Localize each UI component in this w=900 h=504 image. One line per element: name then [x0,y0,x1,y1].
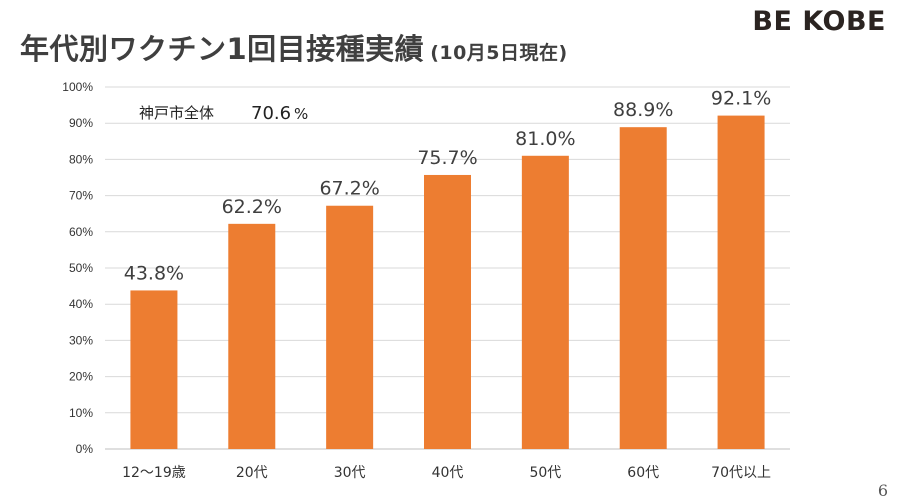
page-number: 6 [877,481,888,500]
y-tick-label: 60% [69,225,93,239]
title-main: 年代別ワクチン1回目接種実績 [20,32,425,66]
data-label: 43.8% [124,262,184,284]
y-tick-label: 10% [69,406,93,420]
data-label: 62.2% [222,196,282,218]
data-label: 88.9% [613,99,673,121]
y-tick-label: 70% [69,189,93,203]
be-kobe-logo: BE KOBE [752,6,886,37]
y-tick-label: 0% [76,442,94,456]
bar [717,115,765,450]
bar [424,174,471,449]
y-tick-label: 50% [69,261,93,275]
bar [326,205,374,449]
y-tick-label: 20% [69,370,93,384]
category-label: 60代 [627,465,659,481]
data-label: 92.1% [711,88,771,110]
y-tick-label: 30% [69,333,93,347]
bar [130,290,178,449]
bar [521,155,569,449]
city-total-value: 70.6 [251,103,291,124]
city-total-unit: % [294,105,308,123]
category-label: 40代 [432,465,464,481]
y-tick-label: 80% [69,152,93,166]
category-label: 50代 [529,465,561,481]
category-label: 70代以上 [711,465,771,481]
title-date: (10月5日現在) [430,42,568,64]
y-tick-label: 40% [69,297,93,311]
data-label: 67.2% [319,178,379,200]
city-total-label: 神戸市全体 [139,104,214,122]
data-label: 75.7% [417,147,477,169]
y-tick-label: 100% [62,80,93,94]
y-tick-label: 90% [69,116,93,130]
bar [619,127,667,449]
category-label: 20代 [236,465,268,481]
bar [228,223,276,449]
data-label: 81.0% [515,128,575,150]
page-title: 年代別ワクチン1回目接種実績 (10月5日現在) [20,26,568,68]
category-label: 30代 [334,465,366,481]
category-label: 12～19歳 [122,465,186,481]
